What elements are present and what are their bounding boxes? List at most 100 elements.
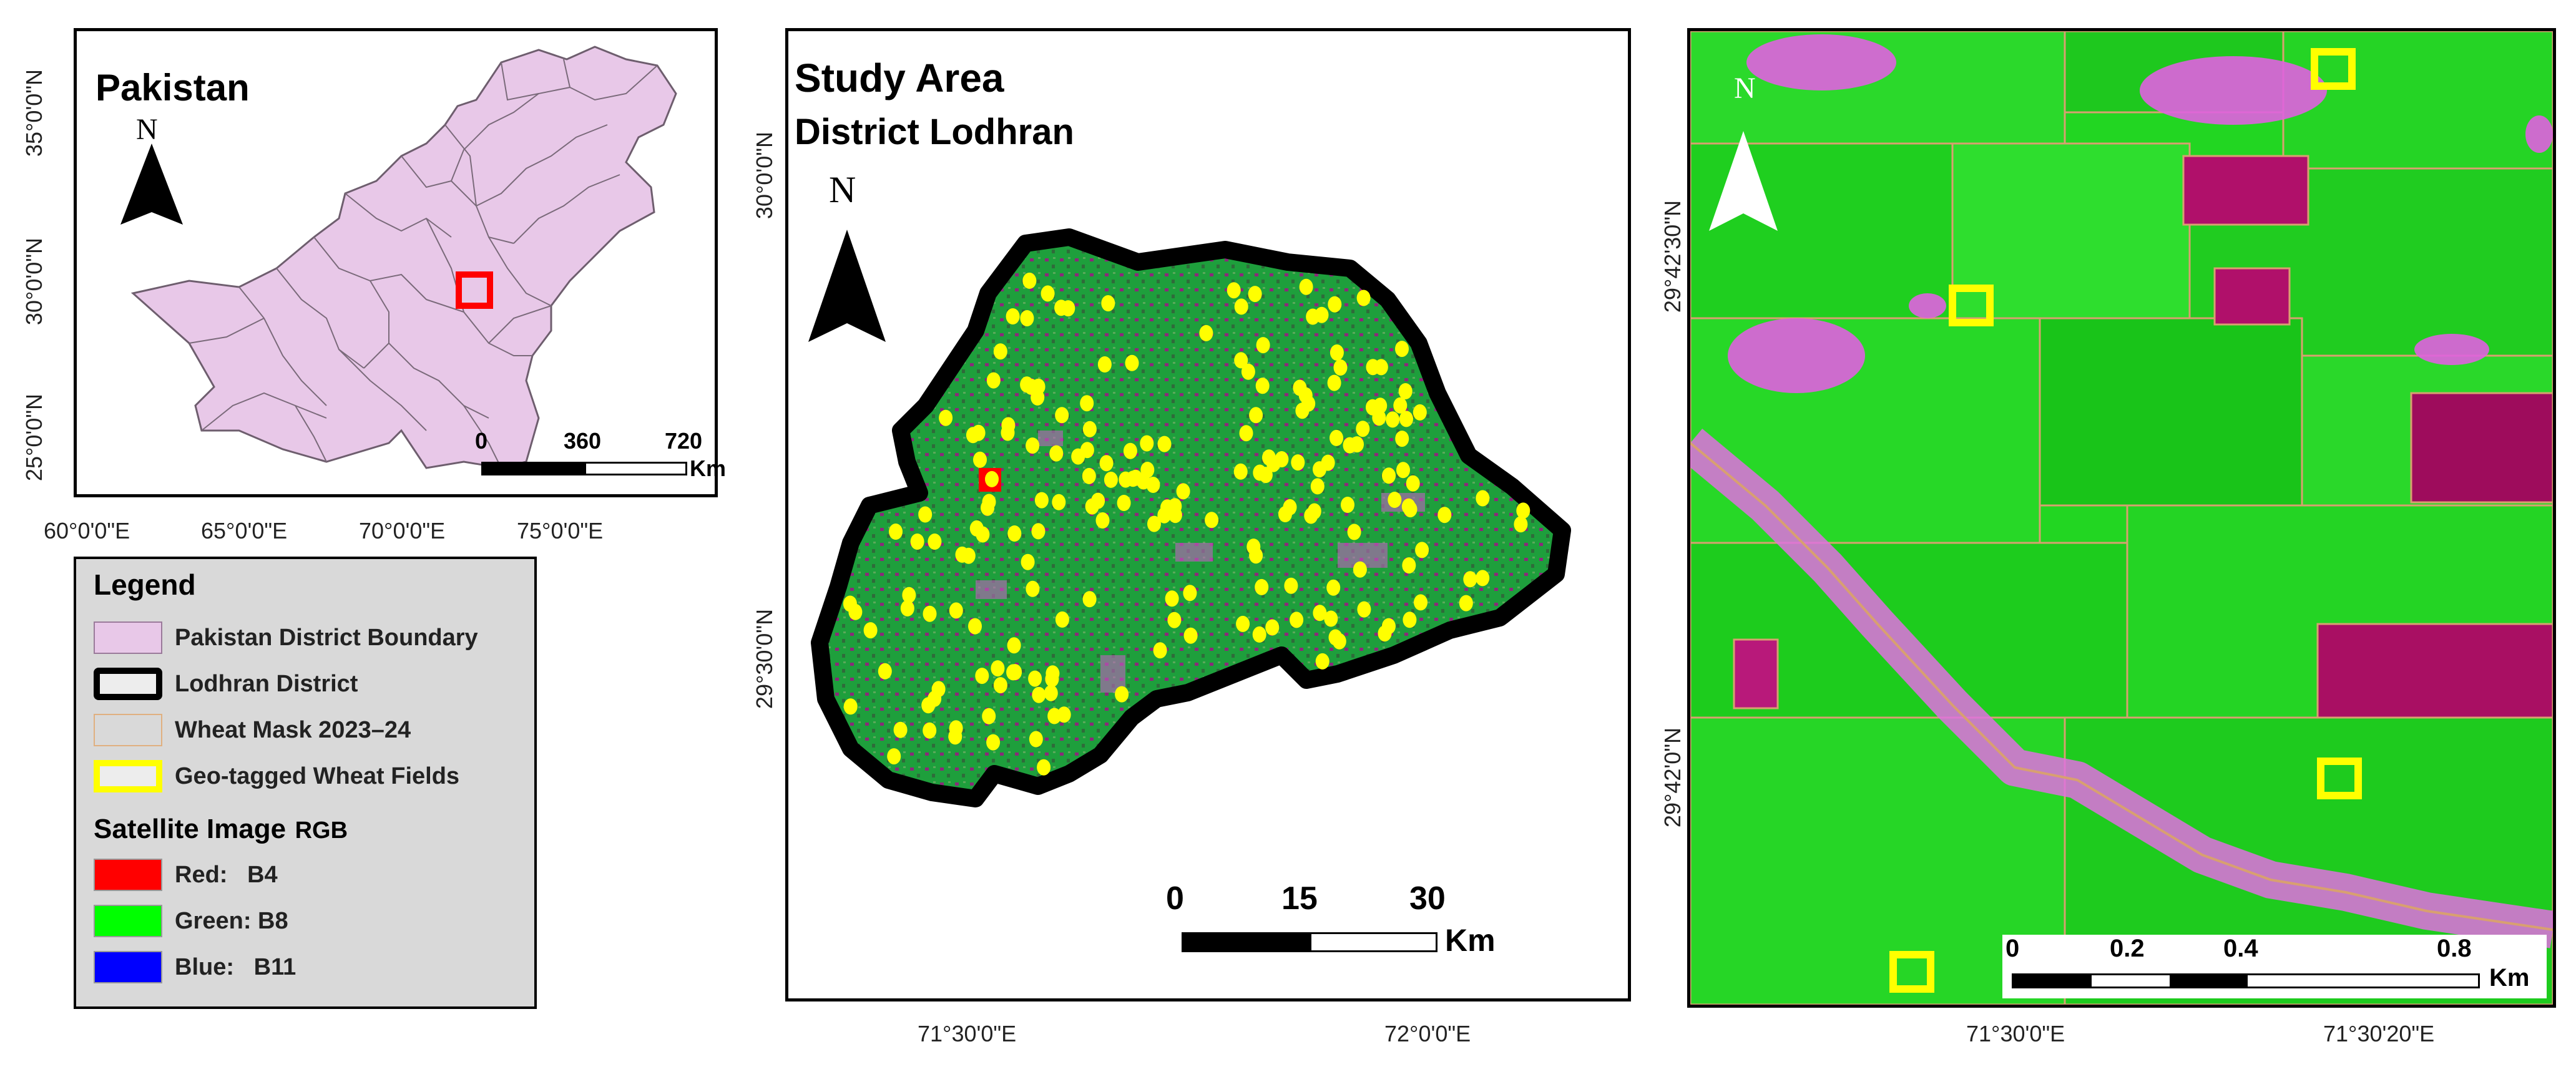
geotagged-wheat-point xyxy=(1396,462,1410,479)
satellite-title-text: Satellite Image xyxy=(94,814,286,844)
pakistan-north-label: N xyxy=(136,113,158,146)
legend-item-label: Lodhran District xyxy=(175,670,358,697)
geotagged-wheat-point xyxy=(1398,383,1413,399)
geotagged-wheat-point xyxy=(1437,507,1452,524)
zoom-scale-08: 0.8 xyxy=(2437,935,2472,962)
geotagged-wheat-point xyxy=(1165,590,1179,607)
geotagged-wheat-point xyxy=(848,603,863,620)
pakistan-map-frame: Pakistan N xyxy=(74,28,726,497)
legend-item-wheat-mask: Wheat Mask 2023–24 xyxy=(94,714,411,746)
geotagged-wheat-point xyxy=(1341,497,1354,513)
geotagged-wheat-point xyxy=(1324,610,1338,627)
geotagged-wheat-point xyxy=(1353,561,1367,578)
geotagged-wheat-point xyxy=(1356,421,1370,437)
geotagged-wheat-point xyxy=(1382,467,1396,484)
geotagged-wheat-point xyxy=(993,343,1007,360)
geotagged-wheat-point xyxy=(1157,436,1172,452)
geotagged-wheat-point xyxy=(910,534,924,550)
lodhran-location-marker xyxy=(456,271,493,309)
geotagged-wheat-point xyxy=(973,451,987,468)
geotagged-wheat-point xyxy=(1514,516,1528,533)
study-lat-2930: 29°30'0"N xyxy=(752,608,777,709)
geotagged-wheat-point xyxy=(1147,515,1161,532)
band-label: Red: B4 xyxy=(175,861,278,888)
geotagged-wheat-point xyxy=(1313,461,1326,478)
geotagged-wheat-point xyxy=(900,600,914,616)
geotagged-wheat-point xyxy=(1252,626,1266,643)
geotagged-wheat-point xyxy=(1275,451,1289,467)
legend-band-blue: Blue: B11 xyxy=(94,951,296,983)
geotagged-wheat-point xyxy=(1183,585,1197,602)
geotagged-wheat-point xyxy=(939,409,953,426)
band-label: Blue: B11 xyxy=(175,953,296,980)
pakistan-map xyxy=(130,46,677,469)
district-boundaries xyxy=(189,59,658,469)
study-area-subtitle: District Lodhran xyxy=(795,112,1074,152)
wheat-mask-swatch xyxy=(94,714,162,746)
study-lon-7130: 71°30'0"E xyxy=(918,1021,1017,1046)
geotagged-wheat-point xyxy=(1021,553,1035,570)
geotagged-wheat-point xyxy=(1402,557,1416,574)
red-band-swatch xyxy=(94,859,162,891)
zoom-imagery-frame: N 0 0.2 0.4 0.8 Km xyxy=(1687,28,2556,1008)
geotagged-wheat-point xyxy=(878,663,892,680)
geotagged-wheat-point xyxy=(975,668,989,685)
legend-item-district-boundary: Pakistan District Boundary xyxy=(94,621,478,654)
geotagged-wheat-point xyxy=(1140,435,1154,452)
band-label: Green: B8 xyxy=(175,907,288,934)
district-boundary-swatch xyxy=(94,621,162,654)
geotagged-wheat-point xyxy=(1082,591,1097,608)
geotagged-wheat-point xyxy=(1326,579,1341,596)
geotagged-wheat-point xyxy=(1007,637,1021,654)
geotagged-wheat-point xyxy=(1388,492,1402,508)
zoom-scale-0: 0 xyxy=(2005,935,2020,962)
geotagged-wheat-point xyxy=(1176,483,1190,500)
geotagged-wheat-point xyxy=(1071,448,1085,465)
geotagged-wheat-point xyxy=(1044,685,1058,701)
pak-lon-70: 70°0'0"E xyxy=(359,518,446,543)
geotagged-field-markers xyxy=(1889,48,2362,993)
geotagged-wheat-point xyxy=(981,499,995,516)
zoom-scale-unit: Km xyxy=(2489,964,2530,992)
legend-band-red: Red: B4 xyxy=(94,859,278,891)
geotagged-wheat-point xyxy=(1020,310,1034,326)
geotagged-wheat-point xyxy=(1304,507,1318,524)
geotagged-wheat-point xyxy=(1029,731,1043,748)
study-scale-unit: Km xyxy=(1445,923,1496,958)
geotagged-wheat-point xyxy=(1256,337,1270,354)
zoom-north-label: N xyxy=(1734,72,1756,105)
geotagged-wheat-point xyxy=(1313,605,1327,621)
geotagged-wheat-point xyxy=(1026,437,1040,454)
geotagged-wheat-point xyxy=(1099,455,1114,472)
pak-lon-60: 60°0'0"E xyxy=(44,518,130,543)
zoom-lon-3020: 71°30'20"E xyxy=(2323,1021,2435,1046)
geotagged-wheat-point xyxy=(1372,409,1386,426)
pakistan-title: Pakistan xyxy=(95,67,250,109)
geotagged-wheat-point xyxy=(1123,442,1137,459)
study-scale-bar xyxy=(1182,932,1437,952)
geotagged-wheat-point xyxy=(1516,502,1530,519)
geotagged-wheat-point xyxy=(955,546,969,563)
legend-satellite-title: Satellite Image RGB xyxy=(94,814,348,845)
geotagged-wheat-point xyxy=(1097,356,1112,373)
pak-lat-25: 25°0'0"N xyxy=(21,393,47,482)
pak-scale-720: 720 xyxy=(665,428,703,454)
study-lon-72: 72°0'0"E xyxy=(1384,1021,1471,1046)
geotagged-wheat-point xyxy=(968,618,982,635)
geotagged-wheat-point xyxy=(1034,492,1049,509)
geotagged-wheat-point xyxy=(985,470,999,487)
pak-lon-65: 65°0'0"E xyxy=(201,518,288,543)
north-arrow-icon xyxy=(808,230,886,342)
satellite-imagery xyxy=(1690,31,2553,1005)
geotagged-wheat-point xyxy=(1333,359,1348,376)
geotagged-wheat-point xyxy=(1357,601,1371,618)
geotagged-wheat-point xyxy=(893,721,908,738)
geotagged-wheat-point xyxy=(1347,524,1361,540)
geotagged-wheat-point xyxy=(949,602,963,619)
geotagged-wheat-point xyxy=(902,587,916,603)
geotagged-wheat-point xyxy=(1001,424,1015,441)
geotagged-wheat-point xyxy=(1082,467,1096,484)
geotagged-wheat-point xyxy=(1205,512,1219,529)
geotagged-wheat-point xyxy=(1233,463,1248,480)
geotagged-wheat-point xyxy=(1310,478,1325,495)
